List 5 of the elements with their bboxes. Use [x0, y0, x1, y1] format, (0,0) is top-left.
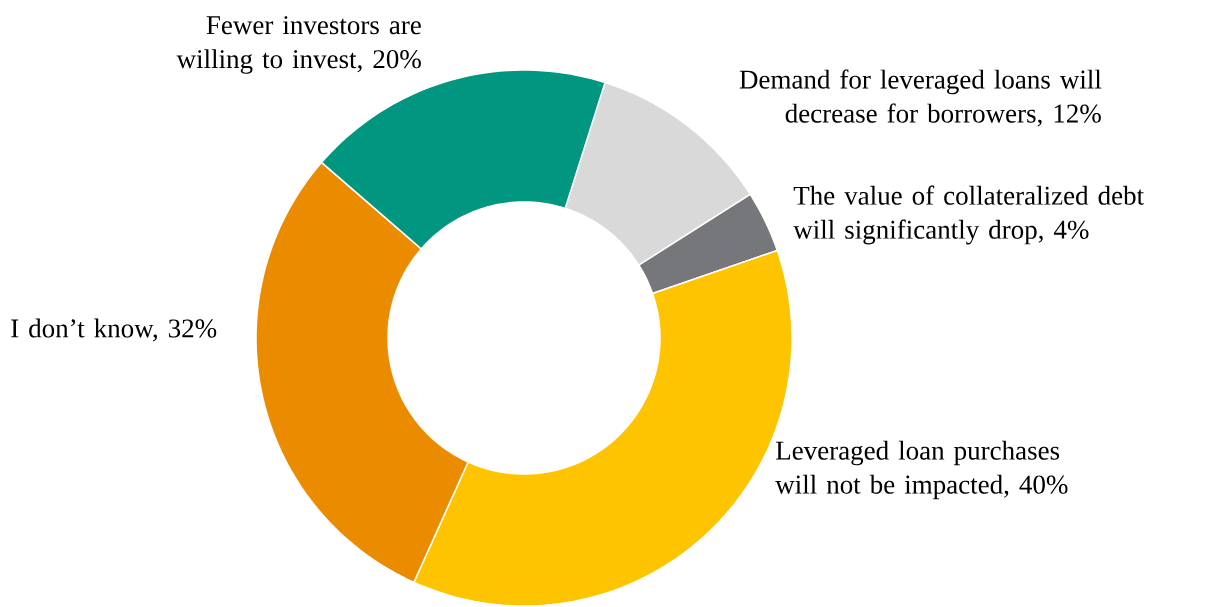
slice-label: Leveraged loan purchases will not be impacted, 40% [775, 440, 1068, 500]
slice-label: Fewer investors are willing to invest, 20% [176, 16, 421, 74]
slice-label: The value of collateralized debt will significantly drop, 4% [793, 185, 1144, 245]
slice-label: I don’t know, 32% [11, 318, 217, 342]
slice-label: Demand for leveraged loans will decrease for borrowers, 12% [739, 69, 1102, 127]
